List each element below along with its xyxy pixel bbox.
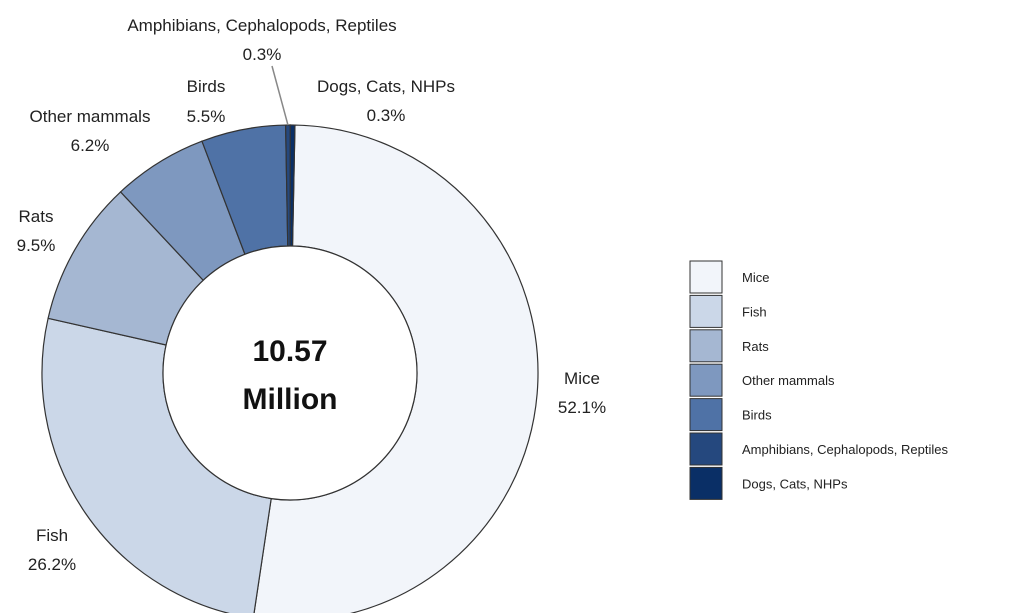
slice-value-rats: 9.5% <box>17 236 56 255</box>
slice-value-other-mammals: 6.2% <box>71 136 110 155</box>
legend-label-rats: Rats <box>742 339 769 354</box>
legend-swatch-birds <box>689 398 723 432</box>
slice-label-rats: Rats <box>19 207 54 226</box>
legend-label-mice: Mice <box>742 270 769 285</box>
legend-label-birds: Birds <box>742 408 772 423</box>
legend-swatch-other-mammals <box>689 363 723 397</box>
legend-swatch-dogs-cats-nhps <box>689 466 723 500</box>
center-total-value: 10.57 <box>252 335 327 368</box>
legend-label-amphibians-cephalopods-reptiles: Amphibians, Cephalopods, Reptiles <box>742 442 948 457</box>
legend-label-other-mammals: Other mammals <box>742 373 835 388</box>
slice-value-dogs-cats-nhps: 0.3% <box>367 106 406 125</box>
slice-label-amphibians-cephalopods-reptiles: Amphibians, Cephalopods, Reptiles <box>127 16 396 35</box>
legend-swatch-fish <box>689 294 723 328</box>
slice-value-amphibians-cephalopods-reptiles: 0.3% <box>243 45 282 64</box>
legend-swatch-rats <box>689 329 723 363</box>
slice-label-birds: Birds <box>187 77 226 96</box>
slice-value-mice: 52.1% <box>558 398 606 417</box>
legend-label-dogs-cats-nhps: Dogs, Cats, NHPs <box>742 476 848 491</box>
slice-value-birds: 5.5% <box>187 107 226 126</box>
slice-label-fish: Fish <box>36 526 68 545</box>
slice-labels-group: Mice 52.1% Fish 26.2% Rats 9.5% Other mammals 6… <box>17 16 606 574</box>
slice-value-fish: 26.2% <box>28 555 76 574</box>
legend-swatch-mice <box>689 260 723 294</box>
slice-label-other-mammals: Other mammals <box>30 107 151 126</box>
legend-swatch-amphibians-cephalopods-reptiles <box>689 432 723 466</box>
legend-label-fish: Fish <box>742 304 767 319</box>
donut-hole <box>162 245 418 501</box>
slice-label-dogs-cats-nhps: Dogs, Cats, NHPs <box>317 77 455 96</box>
leader-line-amphibians-cephalopods-reptiles <box>271 65 289 126</box>
slice-label-mice: Mice <box>564 369 600 388</box>
center-total-unit: Million <box>243 383 338 416</box>
legend: Mice Fish Rats Other mammals Birds Amphibians… <box>689 260 948 500</box>
